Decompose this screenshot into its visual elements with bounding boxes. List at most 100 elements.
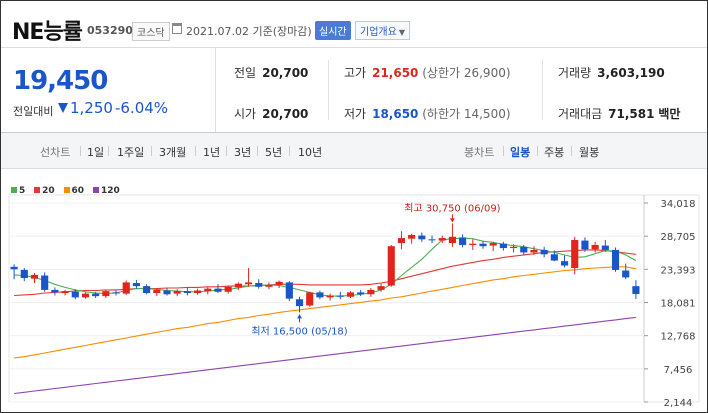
candle-body [71,291,79,298]
candle-body [51,289,59,293]
moving-average-ma20 [14,249,636,297]
legend-ma60: 60 [63,186,85,196]
y-tick-label: 18,081 [661,299,696,310]
candle-body [591,244,599,250]
candle-body [510,246,518,249]
low-cell: 저가 18,650 (하한가 14,500) [344,105,511,122]
candle-body [285,282,293,299]
low-arrow-icon [297,314,303,319]
divider [537,146,538,156]
period-1w[interactable]: 1주일 [117,146,145,159]
candle-body [265,284,273,287]
candle-body [346,292,355,297]
candle-body [560,261,569,266]
prev-close-cell: 전일 20,700 [234,64,308,81]
candle-body [204,288,212,292]
price-change: 1,250 [70,99,113,117]
legend-swatch [11,187,17,193]
candle-body [122,282,130,294]
candle-weekly[interactable]: 주봉 [544,146,565,159]
divider [108,146,109,156]
stock-name[interactable]: NE능률 [12,20,83,45]
y-tick-label: 23,393 [661,265,696,276]
candle-body [581,240,589,250]
candle-body [234,283,242,288]
amount-unit: 백만 [658,107,681,121]
plot-frame [8,194,700,403]
volume-label: 거래량 [558,66,592,80]
candle-daily[interactable]: 일봉 [510,146,531,159]
candle-body [540,249,548,255]
moving-average-ma120 [14,316,636,395]
y-tick-label: 7,456 [664,365,693,376]
candlestick-chart[interactable]: 34,018 28,705 23,393 18,081 12,768 7,456 2,144… [1,180,707,412]
candle-body [397,238,406,244]
candle-body [20,269,28,279]
legend-ma5: 5 [11,186,25,196]
high-value: 21,650 [372,66,419,80]
market-badge: 코스닥 [132,22,170,41]
candle-body [183,291,191,294]
period-3y[interactable]: 3년 [234,146,252,159]
candle-body [326,295,334,298]
divider [226,146,227,156]
open-cell: 시가 20,700 [234,105,308,122]
period-10y[interactable]: 10년 [298,146,323,159]
realtime-button[interactable]: 실시간 [315,21,351,40]
candle-body [428,239,436,241]
period-1y[interactable]: 1년 [203,146,221,159]
high-annotation: 최고 30,750 (06/09) [404,202,500,214]
low-label: 저가 [344,107,367,121]
chart-toolbar: 선차트 1일 1주일 3개월 1년 3년 5년 10년 봉차트 일봉 주봉 월봉 [1,133,707,169]
candle-body [499,243,507,249]
candle-body [611,249,620,270]
candle-body [459,237,467,245]
current-price: 19,450 [13,66,108,96]
down-arrow-icon [58,103,68,113]
price-box: 19,450 전일대비 1,250 -6.04% [1,48,216,132]
company-info-button[interactable]: 기업개요 ▼ [355,21,410,40]
candle-body [194,290,202,294]
candle-body [357,292,365,295]
candle-body [295,299,304,307]
period-3m[interactable]: 3개월 [159,146,187,159]
divider [195,146,196,156]
divider [289,146,290,156]
high-label: 고가 [344,66,367,80]
candle-body [408,234,416,239]
candle-body [550,254,558,261]
header: NE능률 053290 코스닥 2021.07.02 기준(장마감) 실시간 기… [1,1,707,48]
legend-swatch [92,187,99,193]
low-annotation: 최저 16,500 (05/18) [251,325,347,337]
divider [257,146,258,156]
chevron-down-icon: ▼ [398,28,405,37]
divider [542,60,543,120]
candle-body [622,270,630,278]
candle-body [10,266,18,270]
volume-cell: 거래량 3,603,190 [558,64,665,81]
period-1d[interactable]: 1일 [87,146,105,159]
amount-cell: 거래대금 71,581 백만 [558,105,680,122]
candle-body [601,245,609,250]
candle-chart-label: 봉차트 [464,146,495,159]
legend-ma120: 120 [92,186,120,196]
candle-body [316,292,324,298]
candle-body [92,293,100,297]
moving-average-ma5 [14,237,637,297]
candle-monthly[interactable]: 월봉 [579,146,600,159]
y-tick-label: 28,705 [661,232,696,243]
period-5y[interactable]: 5년 [265,146,283,159]
candle-body [112,292,120,294]
candle-body [163,290,171,295]
candle-body [632,286,640,294]
base-date: 2021.07.02 기준(장마감) [186,25,312,38]
y-tick-label: 34,018 [661,199,696,210]
open-label: 시가 [234,107,257,121]
low-value: 18,650 [372,107,419,121]
candle-body [469,243,477,245]
legend-label: 120 [100,186,120,196]
legend-label: 60 [71,186,85,196]
legend-label: 20 [42,186,55,196]
divider [328,60,329,120]
open-value: 20,700 [262,107,309,121]
